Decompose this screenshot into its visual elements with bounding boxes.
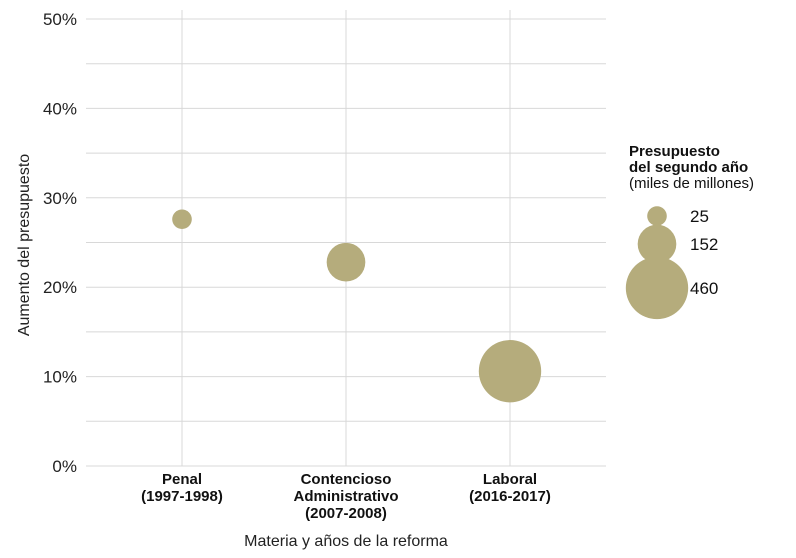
legend-title: Presupuesto: [629, 143, 720, 160]
data-points: [172, 209, 542, 403]
data-point: [326, 242, 366, 282]
y-axis-title: Aumento del presupuesto: [16, 154, 33, 336]
y-tick-label: 20%: [43, 278, 77, 297]
y-tick-label: 40%: [43, 99, 77, 118]
y-tick-label: 50%: [43, 10, 77, 29]
y-tick-label: 0%: [52, 457, 77, 476]
x-axis-ticks: Penal (1997-1998) Contencioso Administrativ…: [141, 471, 551, 522]
grid: [86, 10, 606, 467]
y-axis-ticks: 0% 10% 20% 30% 40% 50%: [43, 10, 77, 476]
legend-title: del segundo año: [629, 159, 748, 176]
y-tick-label: 30%: [43, 189, 77, 208]
legend-label: 152: [690, 235, 718, 254]
x-tick-label: Contencioso Administrativo (2007-2008): [293, 471, 398, 522]
legend-label: 460: [690, 279, 718, 298]
x-axis-title: Materia y años de la reforma: [244, 533, 448, 550]
data-point: [478, 340, 542, 403]
legend-label: 25: [690, 207, 709, 226]
legend-bubble: [625, 256, 689, 320]
legend-subtitle: (miles de millones): [629, 175, 754, 192]
y-tick-label: 10%: [43, 368, 77, 387]
x-tick-label: Penal (1997-1998): [141, 471, 223, 505]
x-tick-label: Laboral (2016-2017): [469, 471, 551, 505]
data-point: [172, 209, 192, 230]
legend-bubble: [637, 224, 677, 264]
legend-bubble: [647, 206, 667, 226]
